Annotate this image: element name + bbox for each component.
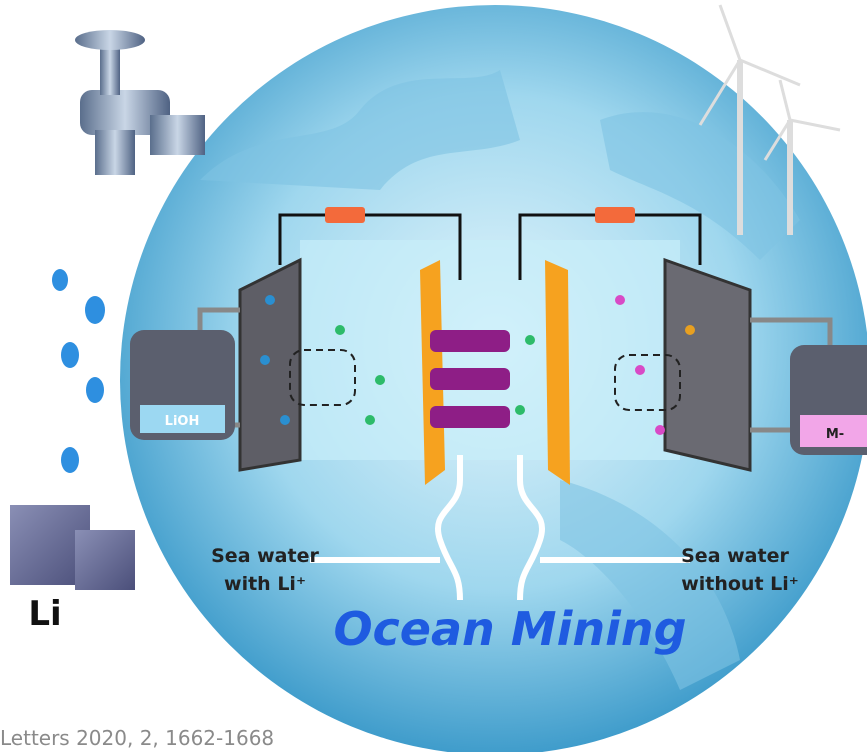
continent — [560, 480, 740, 690]
membrane — [545, 260, 570, 485]
wind-turbines — [698, 4, 841, 235]
ions — [260, 295, 695, 435]
continent — [200, 70, 520, 190]
continent — [600, 112, 800, 260]
tank-label: LiOH — [165, 414, 200, 429]
element-label: Li — [28, 594, 61, 634]
outlet-label: without Li⁺ — [681, 573, 799, 595]
outlet-label: Sea water — [681, 545, 789, 567]
battery — [325, 207, 365, 223]
faucet — [75, 30, 205, 175]
citation: Letters 2020, 2, 1662-1668 — [0, 726, 274, 750]
flow-pipes — [310, 455, 690, 601]
electrode — [663, 257, 752, 472]
tank-liquid — [800, 415, 867, 447]
pipe — [750, 317, 833, 433]
inlet-label: with Li⁺ — [224, 573, 306, 595]
crystal — [430, 330, 510, 428]
lithium-cube — [75, 530, 135, 590]
highlight — [614, 354, 681, 411]
drops — [52, 269, 105, 473]
inlet-label: Sea water — [211, 545, 319, 567]
title: Ocean Mining — [333, 602, 686, 656]
tank-liquid — [140, 405, 225, 433]
battery — [595, 207, 635, 223]
tank-label: M- — [826, 427, 844, 442]
highlight — [289, 349, 356, 406]
